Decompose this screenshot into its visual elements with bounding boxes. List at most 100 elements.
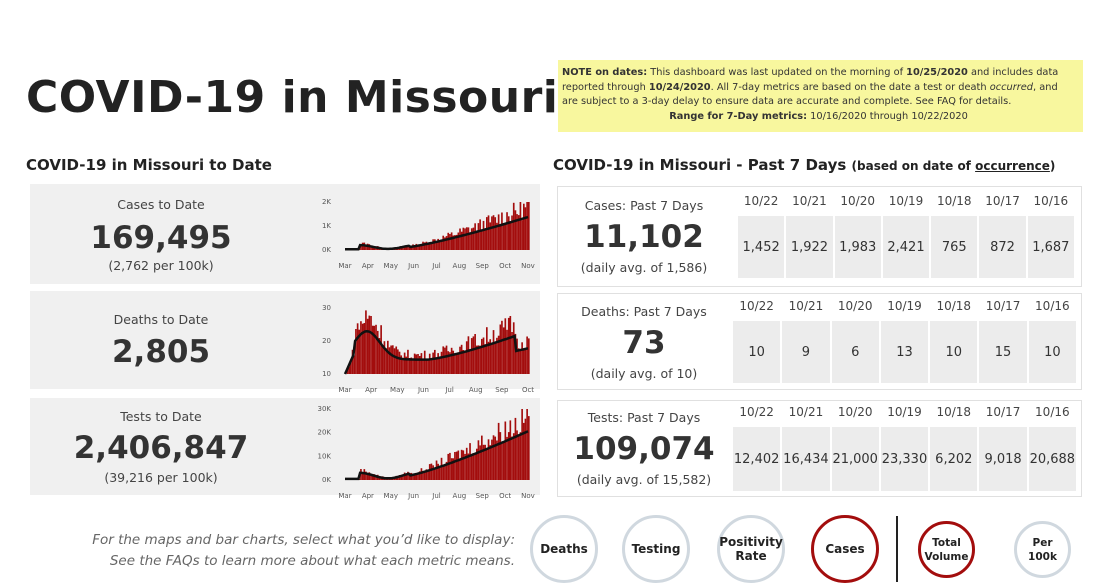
trend-bar — [511, 436, 513, 480]
testing-button[interactable]: Testing — [622, 515, 690, 583]
cases-button[interactable]: Cases — [811, 515, 879, 583]
trend-bar — [360, 321, 362, 374]
trend-bar — [484, 444, 486, 480]
note-text-b: and includes data reported through — [562, 67, 1059, 93]
trend-bar — [410, 357, 413, 374]
past7-date: 10/19 — [888, 194, 924, 208]
trend-bar — [516, 430, 518, 480]
trend-bar — [482, 337, 485, 374]
x-tick-label: Jul — [431, 492, 441, 500]
trend-bar — [442, 465, 445, 480]
trend-bar — [371, 325, 374, 374]
past7-date: 10/21 — [792, 194, 827, 208]
trend-bar — [430, 243, 433, 250]
trend-bar — [516, 338, 518, 374]
trend-bar — [511, 215, 513, 250]
trend-bar — [381, 346, 384, 374]
trend-bar — [491, 439, 493, 480]
trend-bar — [476, 230, 478, 250]
todate-panel: Tests to Date 2,406,847 (39,216 per 100k) 3… — [30, 398, 540, 500]
positivity-label-1: Positivity — [719, 535, 783, 549]
todate-subtext: (2,762 per 100k) — [108, 258, 214, 273]
trend-bar — [514, 210, 517, 250]
trend-bar — [450, 232, 453, 250]
x-tick-label: Jul — [431, 262, 441, 270]
trend-bar — [501, 443, 503, 480]
per-100k-button[interactable]: Per 100k — [1014, 521, 1071, 578]
trend-bar — [460, 231, 463, 250]
trend-bar — [356, 323, 359, 374]
trend-bar — [450, 347, 453, 374]
trend-bar — [413, 246, 416, 250]
trend-bar — [454, 452, 456, 480]
trend-bar — [445, 461, 448, 480]
todate-panel: Deaths to Date 2,805 30 20 10 Mar Apr May Jun Jul… — [30, 291, 540, 394]
deaths-button[interactable]: Deaths — [530, 515, 598, 583]
x-tick-label: Jun — [407, 492, 419, 500]
occurrence-link[interactable]: occurrence — [975, 159, 1050, 173]
y-tick-label: 2K — [322, 198, 331, 206]
trend-bar — [526, 336, 528, 374]
trend-bar — [469, 351, 471, 374]
trend-bar — [502, 442, 505, 480]
trend-bar — [428, 353, 431, 374]
trend-bar — [484, 344, 486, 374]
trend-bar — [501, 320, 503, 374]
trend-bar — [383, 341, 386, 374]
trend-bar — [459, 228, 461, 250]
trend-bar — [509, 420, 512, 480]
trend-bar — [445, 345, 448, 374]
trend-bar — [470, 228, 473, 250]
trend-bar — [507, 432, 510, 480]
trend-bar — [398, 351, 401, 374]
past7-daily-value: 1,922 — [786, 216, 833, 278]
trend-bar — [477, 440, 480, 480]
y-tick-label: 10 — [322, 370, 331, 378]
trend-bar — [435, 358, 438, 374]
trend-bar — [479, 445, 481, 480]
x-tick-label: Jul — [444, 386, 454, 394]
past7-daily-value: 12,402 — [733, 427, 781, 491]
todate-trend-chart: 30K 20K 10K 0K Mar Apr May Jun Jul Aug Sep Oct Nov — [318, 405, 535, 500]
trend-bar — [447, 232, 450, 250]
trend-bar — [387, 340, 389, 374]
trend-bar — [400, 476, 403, 480]
past7-daily-value: 13 — [880, 321, 929, 383]
total-volume-button[interactable]: Total Volume — [918, 521, 975, 578]
trend-bar — [375, 324, 377, 374]
to-date-section-title: COVID-19 in Missouri to Date — [26, 156, 272, 174]
trend-bar — [376, 330, 379, 374]
trend-bar — [360, 244, 362, 250]
positivity-rate-button[interactable]: Positivity Rate — [717, 515, 785, 583]
trend-bar — [428, 242, 431, 250]
trend-bar — [428, 464, 431, 480]
trend-bar — [506, 212, 508, 250]
past7-date: 10/22 — [743, 194, 779, 208]
trend-bar — [462, 450, 465, 480]
trend-bar — [524, 207, 527, 250]
past7-daily-value: 15 — [979, 321, 1027, 383]
trend-bar — [476, 345, 478, 374]
y-tick-label: 20 — [322, 337, 331, 345]
past7-date: 10/21 — [788, 299, 824, 313]
y-tick-label: 20K — [318, 429, 332, 437]
past7-subtext: (daily avg. of 10) — [590, 366, 698, 381]
past7-daily-value: 6 — [831, 321, 879, 383]
trend-bar — [457, 450, 460, 480]
footer-line-1: For the maps and bar charts, select what… — [92, 532, 515, 548]
trend-line — [345, 215, 529, 251]
trend-bar — [385, 348, 387, 374]
x-tick-label: May — [384, 492, 398, 500]
trend-bar — [452, 235, 455, 250]
past7-value: 11,102 — [584, 219, 704, 255]
trend-bar — [476, 448, 478, 480]
past7-daily-grid: 10/22 10/21 10/20 10/19 10/18 10/17 10/16 12,40… — [733, 405, 1076, 491]
y-tick-label: 30 — [322, 304, 331, 312]
trend-bar — [469, 443, 471, 480]
trend-bar — [484, 230, 486, 250]
trend-bar — [474, 454, 476, 480]
todate-panel: Cases to Date 169,495 (2,762 per 100k) 2K 1K… — [30, 184, 540, 284]
x-tick-label: Apr — [365, 386, 377, 394]
trend-bar — [497, 422, 500, 480]
trend-bar — [462, 350, 465, 374]
